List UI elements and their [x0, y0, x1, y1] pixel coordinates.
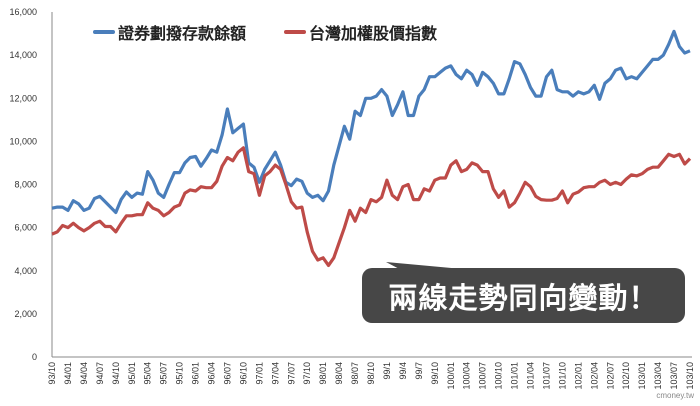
- x-tick-label: 101/07: [541, 362, 551, 390]
- x-tick-label: 103/01: [637, 362, 647, 390]
- x-tick-label: 94/04: [79, 362, 89, 385]
- x-tick-label: 96/07: [222, 362, 232, 385]
- x-tick-label: 101/01: [510, 362, 520, 390]
- x-tick-label: 100/04: [462, 362, 472, 390]
- x-tick-label: 100/01: [446, 362, 456, 390]
- legend-label-series-2: 台灣加權股價指數: [309, 24, 438, 43]
- series-line-taiex: [51, 146, 692, 267]
- x-tick-label: 93/10: [47, 362, 57, 385]
- x-tick-label: 95/07: [159, 362, 169, 385]
- legend-item-series-1: 證券劃撥存款餘額: [93, 20, 246, 44]
- x-tick-label: 94/01: [63, 362, 73, 385]
- callout-box: 兩線走勢同向變動！: [362, 268, 685, 323]
- legend-label-series-1: 證券劃撥存款餘額: [118, 24, 247, 43]
- x-tick-label: 101/10: [557, 362, 567, 390]
- legend-item-series-2: 台灣加權股價指數: [284, 20, 437, 44]
- y-tick-label: 0: [32, 352, 37, 362]
- x-tick-label: 97/10: [302, 362, 312, 385]
- x-tick-label: 97/07: [286, 362, 296, 385]
- x-tick-label: 97/01: [254, 362, 264, 385]
- y-tick-label: 14,000: [9, 50, 37, 60]
- series-line-securities-deposit: [51, 29, 691, 215]
- x-tick-label: 102/07: [605, 362, 615, 390]
- x-tick-label: 98/07: [350, 362, 360, 385]
- y-tick-label: 2,000: [14, 309, 37, 319]
- x-tick-label: 96/10: [238, 362, 248, 385]
- x-tick-label: 99/10: [430, 362, 440, 385]
- x-tick-label: 103/10: [685, 362, 695, 390]
- x-tick-label: 96/04: [207, 362, 217, 385]
- x-tick-label: 103/07: [669, 362, 679, 390]
- x-tick-label: 100/10: [494, 362, 504, 390]
- x-tick-label: 98/10: [366, 362, 376, 385]
- x-tick-label: 98/01: [318, 362, 328, 385]
- y-tick-labels: 0 2,000 4,000 6,000 8,000 10,000 12,000 14,000 1…: [9, 7, 37, 362]
- legend-swatch-red: [284, 30, 306, 34]
- watermark: cmoney.tw: [656, 391, 694, 400]
- x-tick-label: 101/04: [526, 362, 536, 390]
- x-tick-label: 102/10: [621, 362, 631, 390]
- x-tick-label: 102/04: [589, 362, 599, 390]
- y-tick-label: 6,000: [14, 223, 37, 233]
- y-tick-label: 8,000: [14, 180, 37, 190]
- x-tick-label: 94/10: [111, 362, 121, 385]
- x-tick-label: 95/10: [175, 362, 185, 385]
- x-tick-label: 95/01: [127, 362, 137, 385]
- x-tick-label: 99/4: [398, 362, 408, 380]
- x-tick-label: 102/01: [573, 362, 583, 390]
- x-tick-label: 97/04: [270, 362, 280, 385]
- x-tick-label: 99/7: [414, 362, 424, 380]
- legend-swatch-blue: [93, 30, 115, 34]
- y-tick-label: 10,000: [9, 136, 37, 146]
- y-tick-label: 4,000: [14, 266, 37, 276]
- y-tick-label: 16,000: [9, 7, 37, 17]
- x-tick-label: 95/04: [143, 362, 153, 385]
- x-tick-label: 99/1: [382, 362, 392, 380]
- series-lines: [51, 29, 692, 267]
- x-tick-labels: 93/10 94/01 94/04 94/07 94/10 95/01 95/04 95/07…: [47, 362, 695, 390]
- callout-text: 兩線走勢同向變動！: [388, 280, 659, 315]
- x-tick-label: 94/07: [95, 362, 105, 385]
- y-tick-label: 12,000: [9, 93, 37, 103]
- x-tick-label: 103/04: [653, 362, 663, 390]
- x-tick-label: 100/07: [478, 362, 488, 390]
- x-tick-label: 98/04: [334, 362, 344, 385]
- x-tick-label: 96/01: [191, 362, 201, 385]
